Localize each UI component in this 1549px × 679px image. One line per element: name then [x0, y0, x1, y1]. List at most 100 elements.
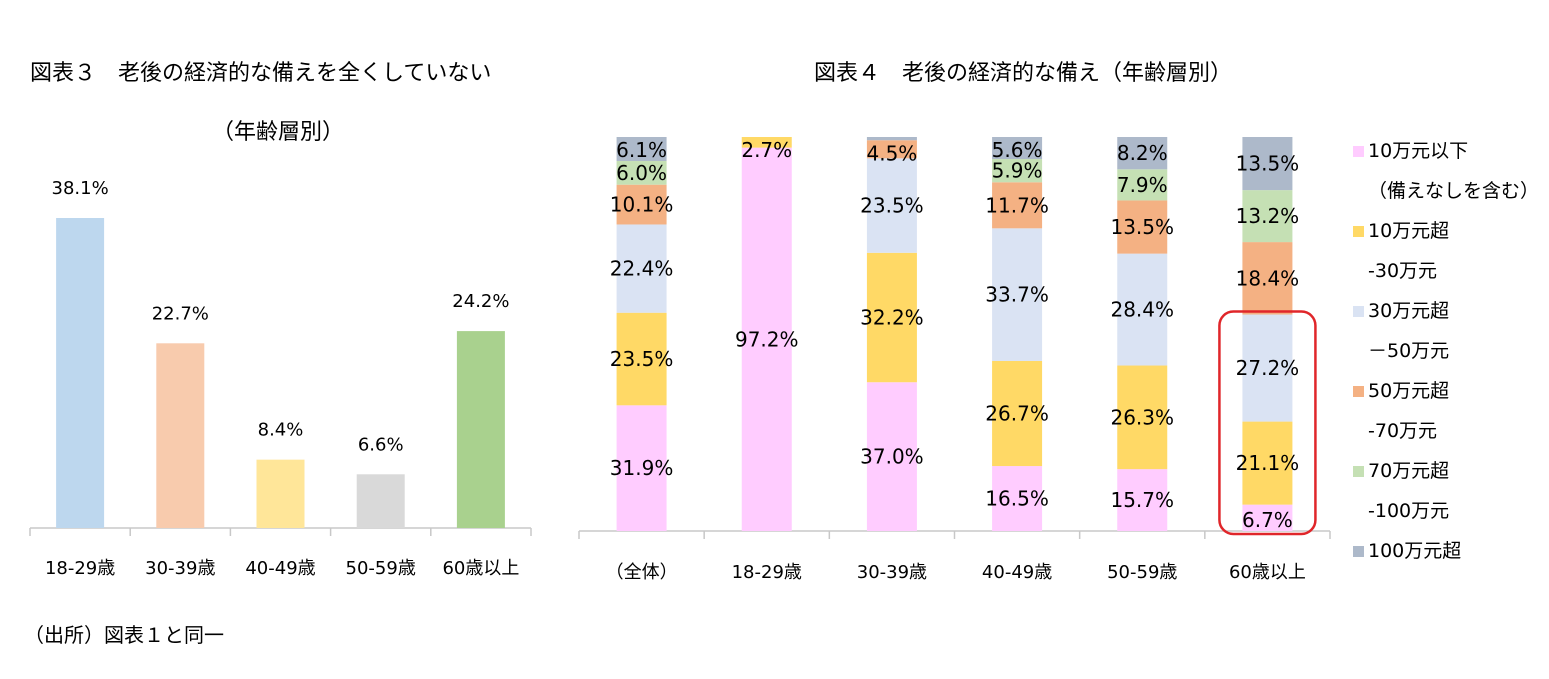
legend-label: 30万元超 [1368, 300, 1449, 322]
chart4-bar-segment [1242, 190, 1293, 243]
chart3-category-label: 30-39歳 [145, 558, 215, 579]
legend-label: －50万元 [1368, 340, 1449, 362]
chart4-value-label: 10.1% [610, 193, 674, 217]
chart3-subtitle: （年齢層別） [212, 120, 344, 145]
chart4-category-label: 40-49歳 [982, 562, 1052, 583]
chart4-bar-segment [616, 224, 667, 313]
chart4-value-label: 6.0% [616, 161, 667, 185]
chart4-category-label: 18-29歳 [732, 562, 802, 583]
chart4-legend: 10万元以下 （備えなしを含む） 10万元超 -30万元 30万元超 －50万元 50万元超… [1353, 140, 1539, 562]
chart4-bar-segment [616, 405, 667, 531]
chart4-bar-segment [616, 184, 667, 225]
chart3-value-label: 6.6% [358, 434, 404, 455]
chart3-bar [356, 474, 405, 528]
chart4-bar-segment [866, 158, 917, 253]
chart4-bar-segment [992, 466, 1043, 531]
legend-label: -30万元 [1368, 260, 1437, 282]
chart4-value-label: 26.3% [1110, 405, 1174, 429]
legend-label: （備えなしを含む） [1368, 180, 1539, 202]
chart4-bar-segment [866, 140, 917, 159]
chart4-value-label: 31.9% [610, 456, 674, 480]
chart3-bar [156, 343, 205, 528]
chart4-value-label: 7.9% [1117, 173, 1168, 197]
chart4-value-label: 37.0% [860, 445, 924, 469]
chart4-category-label: 50-59歳 [1107, 562, 1177, 583]
chart4-title: 図表４ 老後の経済的な備え（年齢層別） [814, 61, 1232, 86]
chart4-bar-segment [616, 161, 667, 185]
chart4-bar-segment [1242, 137, 1293, 191]
chart4-value-label: 8.2% [1117, 141, 1168, 165]
chart4-value-label: 6.7% [1242, 508, 1293, 532]
chart4-category-label: 60歳以上 [1229, 562, 1306, 583]
chart4-value-label: 97.2% [735, 327, 799, 351]
chart4-category-label: （全体） [606, 562, 678, 583]
chart4-value-label: 33.7% [985, 283, 1049, 307]
chart3-value-label: 8.4% [258, 420, 304, 441]
chart4-bar-segment [992, 159, 1043, 183]
chart3-bar [56, 218, 105, 528]
chart4-bar-segment [992, 137, 1043, 160]
chart3-title: 図表３ 老後の経済的な備えを全くしていない [30, 61, 491, 86]
chart4-value-label: 5.6% [992, 138, 1043, 162]
chart4-plot: 31.9% 23.5% 22.4% 10.1% 6.0%6.1% （全体） 97.2% 2.7… [578, 137, 1331, 583]
chart3-category-label: 50-59歳 [346, 558, 416, 579]
legend-label: 10万元以下 [1368, 140, 1468, 162]
legend-swatch [1353, 226, 1364, 237]
chart3-value-label: 24.2% [452, 291, 509, 312]
legend-swatch [1353, 546, 1364, 557]
chart4-value-label: 27.2% [1236, 356, 1300, 380]
legend-swatch [1353, 306, 1364, 317]
chart4-value-label: 23.5% [610, 347, 674, 371]
chart4-bar-segment [741, 147, 792, 531]
chart4-bar-segment [992, 360, 1043, 467]
chart4-bar-segment [741, 137, 792, 148]
source-note: （出所）図表１と同一 [24, 623, 224, 647]
chart4-bar-segment [1117, 469, 1168, 531]
chart4-value-label: 22.4% [610, 257, 674, 281]
legend-label: 70万元超 [1368, 460, 1449, 482]
legend-swatch [1353, 146, 1364, 157]
legend-label: 10万元超 [1368, 220, 1449, 242]
chart4-value-label: 13.2% [1236, 204, 1300, 228]
legend-label: -100万元 [1368, 500, 1449, 522]
chart4-value-label: 6.1% [616, 138, 667, 162]
chart4-bar-segment [992, 228, 1043, 361]
chart4-value-label: 13.5% [1110, 215, 1174, 239]
chart4-value-label: 21.1% [1236, 451, 1300, 475]
legend-label: 50万元超 [1368, 380, 1449, 402]
chart4-bar-segment [1242, 242, 1293, 315]
chart3-value-label: 38.1% [52, 178, 109, 199]
legend-label: 100万元超 [1368, 540, 1461, 562]
chart3-bar [456, 331, 505, 528]
legend-swatch [1353, 386, 1364, 397]
chart4-bar-segment [1117, 169, 1168, 201]
chart4-value-label: 26.7% [985, 402, 1049, 426]
chart4-bar-segment [1242, 314, 1293, 422]
legend-swatch [1353, 466, 1364, 477]
chart4-bar-segment [1117, 137, 1168, 170]
chart4-value-label: 16.5% [985, 487, 1049, 511]
chart4-value-label: 23.5% [860, 194, 924, 218]
chart3-category-label: 40-49歳 [245, 558, 315, 579]
chart3-bar [256, 459, 305, 528]
chart4-bar-segment [866, 252, 917, 383]
chart4-bar-segment [992, 182, 1043, 229]
chart4-highlight-box [1218, 310, 1317, 536]
chart4-value-label: 4.5% [867, 141, 918, 165]
chart4-value-label: 32.2% [860, 306, 924, 330]
chart3-category-label: 60歳以上 [442, 558, 519, 579]
chart4-bar-segment [1117, 365, 1168, 470]
chart4-bar-segment [616, 137, 667, 162]
chart4-value-label: 2.7% [741, 138, 792, 162]
chart4-value-label: 15.7% [1110, 488, 1174, 512]
chart3-value-label: 22.7% [152, 303, 209, 324]
chart4-bar-segment [1242, 421, 1293, 505]
chart4-value-label: 5.9% [992, 159, 1043, 183]
chart4-bar-segment [1242, 504, 1293, 531]
chart4-value-label: 18.4% [1236, 266, 1300, 290]
chart4-bar-segment [866, 137, 917, 141]
chart3-plot: 38.1% 18-29歳 22.7% 30-39歳 8.4% 40-49歳 6.6% 50-5… [29, 178, 532, 579]
chart4-bar-segment [616, 312, 667, 406]
